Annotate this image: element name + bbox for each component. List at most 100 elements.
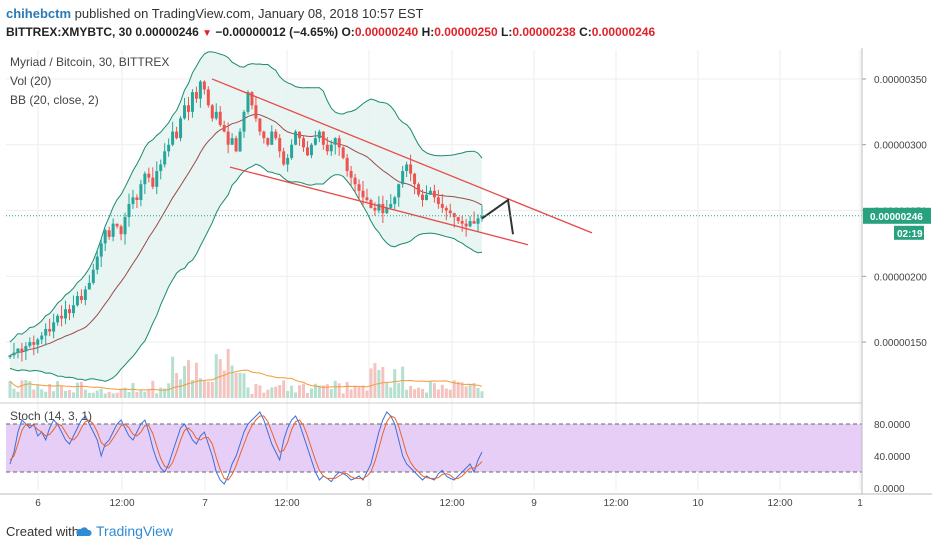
candle-body <box>313 138 317 145</box>
candle-body <box>115 223 119 227</box>
volume-bar <box>444 388 448 398</box>
volume-bar <box>99 388 103 398</box>
stoch-y-tick-label: 40.0000 <box>874 452 911 463</box>
candle-body <box>341 147 345 158</box>
volume-bar <box>48 383 52 398</box>
chart-area[interactable]: 6 12:00 7 12:00 8 12:00 9 12:00 10 12:00 1 0.000003… <box>0 48 932 516</box>
bb-upper-band <box>9 51 483 343</box>
candle-body <box>464 223 468 227</box>
x-tick-label: 12:00 <box>274 498 299 509</box>
candle-body <box>206 89 210 106</box>
volume-bar <box>186 360 190 398</box>
candle-body <box>361 190 365 198</box>
candle-body <box>325 144 329 152</box>
volume-bar <box>413 389 417 398</box>
volume-bar <box>401 366 405 398</box>
candle-body <box>60 315 64 319</box>
candle-body <box>409 164 413 174</box>
candle-body <box>365 197 369 200</box>
bb-fill <box>10 51 482 382</box>
volume-bar <box>448 389 452 398</box>
candle-body <box>64 309 68 319</box>
volume-bar <box>115 392 119 398</box>
x-tick-label: 12:00 <box>439 498 464 509</box>
volume-bar <box>405 389 409 398</box>
volume-bar <box>83 389 87 398</box>
candle-body <box>135 197 139 200</box>
volume-bar <box>214 354 218 398</box>
candle-body <box>234 138 238 152</box>
candle-body <box>163 151 167 165</box>
candle-body <box>194 92 198 99</box>
candle-body <box>75 296 79 306</box>
volume-bar <box>218 359 222 398</box>
volume-bar <box>24 380 28 398</box>
candle-body <box>190 92 194 112</box>
stoch-band-fill <box>6 424 862 472</box>
publication-line: chihebctm published on TradingView.com, … <box>6 6 423 21</box>
candle-body <box>468 221 472 227</box>
author-link[interactable]: chihebctm <box>6 6 72 21</box>
volume-bar <box>56 381 60 398</box>
candle-body <box>214 111 218 119</box>
volume-bar <box>139 390 143 398</box>
candle-body <box>413 173 417 185</box>
candle-body <box>83 289 87 300</box>
candle-body <box>254 105 258 119</box>
volume-bar <box>440 384 444 398</box>
volume-bar <box>290 385 294 398</box>
upper-trendline <box>211 78 593 234</box>
y-tick-label: 0.00000300 <box>874 141 927 152</box>
candle-body <box>91 269 95 283</box>
volume-bar <box>480 391 484 398</box>
candle-body <box>262 131 266 139</box>
candle-body <box>159 164 163 172</box>
candle-body <box>401 171 405 185</box>
change-value: −0.00000012 (−4.65%) <box>215 25 339 39</box>
volume-bar <box>52 391 56 398</box>
candle-body <box>44 328 48 336</box>
candle-body <box>385 207 389 214</box>
candle-body <box>123 217 127 235</box>
chart-legend: Myriad / Bitcoin, 30, BITTREX Vol (20) B… <box>10 55 169 423</box>
high-label: H: <box>421 25 435 39</box>
candle-body <box>171 131 175 145</box>
volume-bar <box>202 381 206 398</box>
candle-body <box>274 131 278 139</box>
candle-body <box>52 322 56 332</box>
volume-bar <box>282 380 286 398</box>
tradingview-logo[interactable]: TradingView <box>76 523 173 539</box>
candle-body <box>222 125 226 132</box>
volume-bar <box>341 393 345 398</box>
volume-bar <box>222 370 226 398</box>
volume-bar <box>417 387 421 398</box>
volume-bar <box>333 380 337 398</box>
volume-bar <box>234 372 238 398</box>
volume-bar <box>357 387 361 398</box>
x-tick-label: 12:00 <box>603 498 628 509</box>
candle-body <box>456 217 460 222</box>
candle-body <box>99 243 103 257</box>
volume-bar <box>270 387 274 398</box>
volume-bar <box>183 365 187 398</box>
candle-body <box>238 131 242 152</box>
candle-body <box>32 342 36 345</box>
candle-body <box>131 197 135 204</box>
volume-bar <box>179 379 183 398</box>
volume-bar <box>67 390 71 398</box>
last-price: 0.00000246 <box>135 25 199 39</box>
candle-body <box>250 92 254 106</box>
volume-bar <box>159 387 163 398</box>
candle-body <box>95 256 99 270</box>
volume-bar <box>432 383 436 398</box>
stoch-y-tick-label: 80.0000 <box>874 420 911 431</box>
volume-bar <box>12 388 16 398</box>
volume-bar <box>250 393 254 398</box>
volume-bar <box>452 380 456 398</box>
candle-body <box>444 207 448 211</box>
candle-body <box>67 309 71 314</box>
candle-body <box>40 335 44 340</box>
volume-bar <box>135 391 139 398</box>
candle-body <box>381 203 385 214</box>
cloud-icon <box>76 527 92 536</box>
